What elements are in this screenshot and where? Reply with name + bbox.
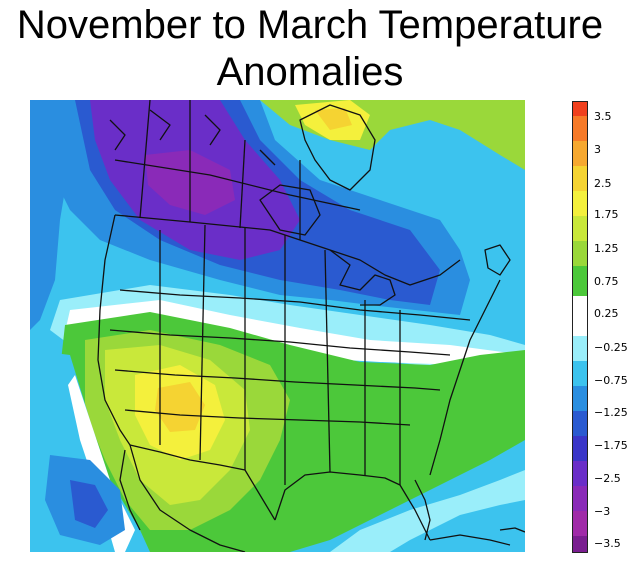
anomaly-region-west-blue [30, 100, 75, 330]
colorbar-swatch-18 [572, 536, 588, 553]
colorbar-label: 3 [594, 143, 601, 156]
colorbar-swatch-17 [572, 511, 588, 536]
colorbar-swatch-13 [572, 411, 588, 436]
colorbar-swatch-3 [572, 141, 588, 166]
colorbar [572, 101, 588, 553]
colorbar-swatch-6 [572, 216, 588, 241]
colorbar-label: −1.25 [594, 406, 628, 419]
anomaly-region-orange-core [155, 382, 205, 432]
anomaly-region-pacific-deepblue [70, 480, 108, 528]
colorbar-swatch-8 [572, 266, 588, 296]
colorbar-label: 0.25 [594, 307, 619, 320]
colorbar-swatch-12 [572, 386, 588, 411]
colorbar-label: −1.75 [594, 439, 628, 452]
title-line-1: November to March Temperature [16, 3, 604, 47]
colorbar-label: 3.5 [594, 110, 612, 123]
title-line-2: Anomalies [216, 50, 404, 94]
colorbar-swatch-14 [572, 436, 588, 461]
colorbar-label: −2.5 [594, 472, 621, 485]
colorbar-label: 1.25 [594, 242, 619, 255]
colorbar-swatch-2 [572, 116, 588, 141]
colorbar-swatch-15 [572, 461, 588, 486]
colorbar-swatch-9 [572, 296, 588, 336]
colorbar-label: 0.75 [594, 275, 619, 288]
map-svg [30, 100, 525, 552]
colorbar-label: −0.25 [594, 341, 628, 354]
colorbar-swatch-11 [572, 361, 588, 386]
colorbar-swatch-1 [572, 101, 588, 116]
colorbar-label: 1.75 [594, 208, 619, 221]
colorbar-label: −3.5 [594, 537, 621, 550]
colorbar-swatch-10 [572, 336, 588, 361]
colorbar-label: −3 [594, 505, 611, 518]
colorbar-label: 2.5 [594, 177, 612, 190]
anomaly-region-greenland-orange [315, 108, 352, 130]
anomaly-region-caribbean-blue [390, 500, 525, 552]
colorbar-swatch-7 [572, 241, 588, 266]
temperature-anomaly-map [30, 100, 525, 552]
colorbar-swatch-16 [572, 486, 588, 511]
colorbar-swatch-5 [572, 191, 588, 216]
colorbar-swatch-4 [572, 166, 588, 191]
map-title: November to March Temperature Anomalies [0, 2, 620, 96]
colorbar-label: −0.75 [594, 374, 628, 387]
boundary-lines [97, 100, 525, 552]
